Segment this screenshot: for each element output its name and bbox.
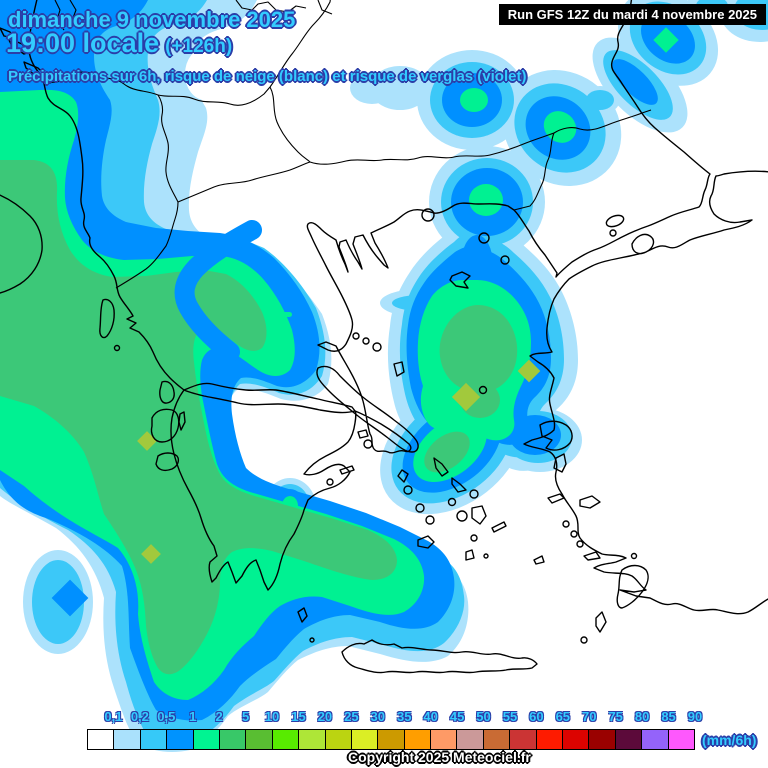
dry-notch: [185, 48, 225, 100]
local-time: 19:00 locale: [6, 28, 160, 58]
copyright-text: Copyright 2025 Meteociel.fr: [348, 749, 531, 765]
map-date: dimanche 9 novembre 2025: [8, 7, 296, 32]
precip-layer-rain2: [0, 160, 518, 675]
coastlines: [0, 0, 768, 674]
run-info-badge: Run GFS 12Z du mardi 4 novembre 2025: [498, 4, 766, 25]
country-borders: [39, 0, 652, 289]
map-time: 19:00 locale (+126h): [6, 28, 232, 59]
map-subtitle: Précipitations sur 6h, risque de neige (…: [8, 68, 527, 85]
forecast-offset: (+126h): [165, 36, 233, 57]
precip-trough: [174, 220, 262, 362]
